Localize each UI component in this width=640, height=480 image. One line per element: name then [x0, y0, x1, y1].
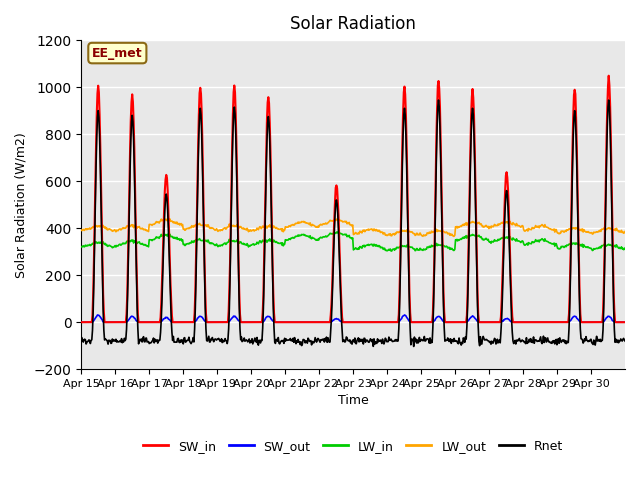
X-axis label: Time: Time — [338, 395, 369, 408]
Title: Solar Radiation: Solar Radiation — [290, 15, 416, 33]
Text: EE_met: EE_met — [92, 47, 143, 60]
Legend: SW_in, SW_out, LW_in, LW_out, Rnet: SW_in, SW_out, LW_in, LW_out, Rnet — [138, 435, 568, 458]
Y-axis label: Solar Radiation (W/m2): Solar Radiation (W/m2) — [15, 132, 28, 277]
